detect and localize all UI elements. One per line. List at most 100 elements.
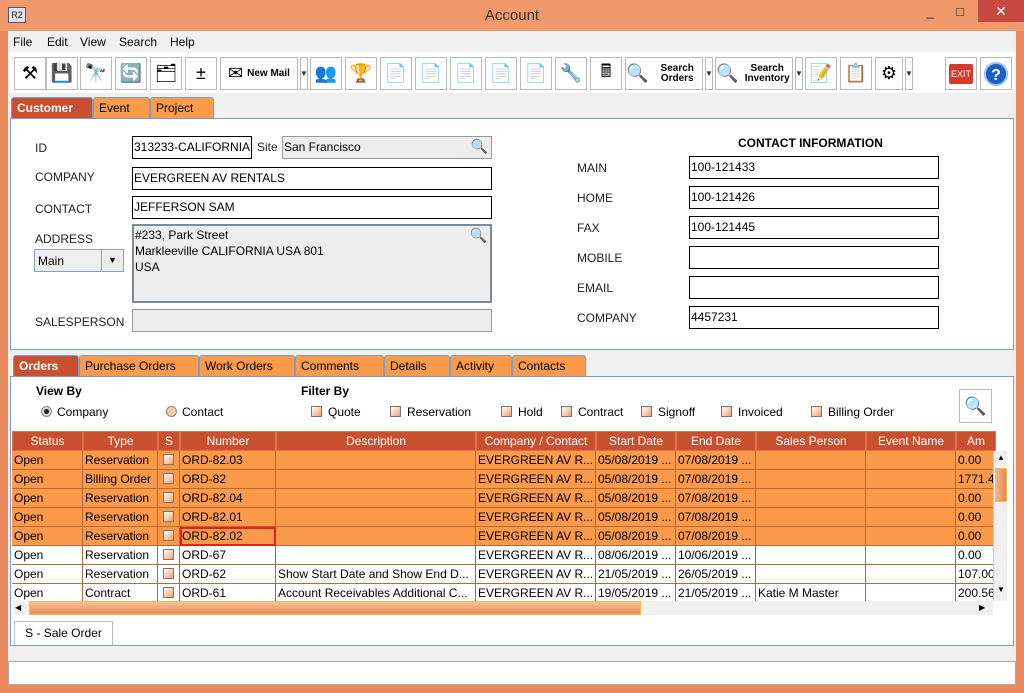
sale-order-legend-tab[interactable]: S - Sale Order (14, 621, 113, 645)
dropdown-arrow-icon[interactable]: ▼ (705, 57, 713, 90)
dropdown-arrow-icon[interactable]: ▼ (300, 57, 308, 90)
tab-project[interactable]: Project (150, 97, 214, 118)
company-field[interactable]: EVERGREEN AV RENTALS (132, 167, 492, 190)
sale-order-checkbox[interactable] (158, 527, 180, 546)
contact-email-field[interactable] (689, 276, 939, 299)
view-by-contact-radio[interactable]: Contact (166, 405, 223, 419)
tab-contacts[interactable]: Contacts (512, 355, 586, 376)
column-header-end-date[interactable]: End Date (676, 431, 756, 451)
new-doc-red-button[interactable]: 📄 (450, 57, 482, 90)
tab-activity[interactable]: Activity (450, 355, 512, 376)
search-filter-button[interactable]: 🔍 (959, 389, 992, 423)
tab-event[interactable]: Event (93, 97, 150, 118)
sale-order-checkbox[interactable] (158, 546, 180, 565)
exit-button[interactable]: EXIT (945, 57, 977, 90)
column-header-sales-person[interactable]: Sales Person (756, 431, 866, 451)
work-order-button[interactable]: 🔧 (555, 57, 587, 90)
help-button[interactable]: ? (980, 57, 1012, 90)
copy-docs-button[interactable]: 📋 (840, 57, 872, 90)
contact-company-field[interactable]: 4457231 (689, 306, 939, 329)
filter-contract-checkbox[interactable]: Contract (561, 405, 623, 419)
site-search-icon[interactable]: 🔍 (470, 138, 488, 154)
filter-invoiced-checkbox[interactable]: Invoiced (721, 405, 783, 419)
sale-order-checkbox[interactable] (158, 470, 180, 489)
filter-reservation-checkbox[interactable]: Reservation (390, 405, 471, 419)
sale-order-checkbox[interactable] (158, 489, 180, 508)
horizontal-scroll-thumb[interactable] (29, 601, 641, 615)
column-header-number[interactable]: Number (180, 431, 276, 451)
horizontal-scrollbar[interactable]: ◀ ▶ (13, 601, 993, 615)
add-remove-button[interactable]: ± (185, 57, 217, 90)
new-doc-purple-button[interactable]: 📄 (415, 57, 447, 90)
contact-main-field[interactable]: 100-121433 (689, 156, 939, 179)
tab-work-orders[interactable]: Work Orders (199, 355, 295, 376)
table-row[interactable]: Open Reservation ORD-82.02 EVERGREEN AV R..… (12, 527, 996, 546)
view-by-company-radio[interactable]: Company (41, 405, 108, 419)
tab-details[interactable]: Details (384, 355, 450, 376)
table-row[interactable]: Open Reservation ORD-82.04 EVERGREEN AV R..… (12, 489, 996, 508)
column-header-type[interactable]: Type (83, 431, 158, 451)
dropdown-arrow-icon[interactable]: ▼ (795, 57, 803, 90)
vertical-scrollbar[interactable]: ▲ ▼ (993, 451, 1007, 601)
table-row[interactable]: Open Reservation ORD-67 EVERGREEN AV R... 08… (12, 546, 996, 565)
menu-view[interactable]: View (80, 35, 106, 49)
minimize-button[interactable]: _ (926, 4, 934, 19)
contact-field[interactable]: JEFFERSON SAM (132, 196, 492, 219)
tab-comments[interactable]: Comments (295, 355, 384, 376)
salesperson-field[interactable] (132, 309, 492, 332)
new-doc-green-button[interactable]: 📄 (520, 57, 552, 90)
new-doc-yellow-button[interactable]: 📄 (380, 57, 412, 90)
site-field[interactable]: San Francisco 🔍 (282, 136, 492, 159)
table-row[interactable]: Open Reservation ORD-62 Show Start Date and… (12, 565, 996, 584)
cash-register-button[interactable]: 🖩 (590, 57, 622, 90)
menu-help[interactable]: Help (170, 35, 195, 49)
column-header-company-contact[interactable]: Company / Contact (476, 431, 596, 451)
refresh-button[interactable]: 🔄 (115, 57, 147, 90)
tab-orders[interactable]: Orders (13, 355, 79, 376)
save-button[interactable]: 💾 (46, 57, 78, 90)
find-button[interactable]: 🔭 (80, 57, 112, 90)
menu-edit[interactable]: Edit (47, 35, 68, 49)
search-orders-button[interactable]: 🔍 Search Orders (625, 57, 703, 90)
scroll-left-icon[interactable]: ◀ (15, 603, 22, 612)
table-row[interactable]: Open Billing Order ORD-82 EVERGREEN AV R...… (12, 470, 996, 489)
scroll-down-icon[interactable]: ▼ (997, 585, 1005, 594)
disabled-tool-button[interactable]: ⚙ (875, 57, 903, 90)
tab-purchase-orders[interactable]: Purchase Orders (79, 355, 199, 376)
table-row[interactable]: Open Reservation ORD-82.01 EVERGREEN AV R..… (12, 508, 996, 527)
hierarchy-button[interactable]: 🗂 (150, 57, 182, 90)
scroll-up-icon[interactable]: ▲ (997, 453, 1005, 462)
column-header-am[interactable]: Am (956, 431, 996, 451)
address-field[interactable]: #233, Park Street Markleeville CALIFORNI… (132, 224, 492, 303)
maximize-button[interactable]: □ (956, 4, 964, 19)
edit-tool-button[interactable]: ⚒ (14, 57, 46, 90)
filter-quote-checkbox[interactable]: Quote (311, 405, 361, 419)
address-type-select[interactable]: Main ▼ (34, 249, 124, 272)
address-search-icon[interactable]: 🔍 (469, 227, 487, 243)
search-inventory-button[interactable]: 🔍 Search Inventory (715, 57, 793, 90)
contact-fax-field[interactable]: 100-121445 (689, 216, 939, 239)
vertical-scroll-thumb[interactable] (995, 468, 1007, 502)
column-header-status[interactable]: Status (12, 431, 83, 451)
contacts-button[interactable]: 👥 (310, 57, 342, 90)
dropdown-arrow-icon[interactable]: ▼ (905, 57, 913, 90)
menu-file[interactable]: File (13, 35, 33, 49)
sale-order-checkbox[interactable] (158, 584, 180, 601)
scroll-right-icon[interactable]: ▶ (979, 603, 986, 612)
column-header-start-date[interactable]: Start Date (596, 431, 676, 451)
menu-search[interactable]: Search (119, 35, 158, 49)
contact-home-field[interactable]: 100-121426 (689, 186, 939, 209)
sale-order-checkbox[interactable] (158, 451, 180, 470)
table-row[interactable]: Open Reservation ORD-82.03 EVERGREEN AV R..… (12, 451, 996, 470)
filter-signoff-checkbox[interactable]: Signoff (641, 405, 695, 419)
document-button[interactable]: 📄 (485, 57, 517, 90)
new-mail-button[interactable]: ✉ New Mail (220, 57, 298, 90)
column-header-description[interactable]: Description (276, 431, 476, 451)
filter-hold-checkbox[interactable]: Hold (501, 405, 543, 419)
sale-order-checkbox[interactable] (158, 508, 180, 527)
id-field[interactable]: 313233-CALIFORNIA (132, 136, 252, 159)
sale-order-checkbox[interactable] (158, 565, 180, 584)
column-header-s[interactable]: S (158, 431, 180, 451)
award-button[interactable]: 🏆 (345, 57, 377, 90)
column-header-event-name[interactable]: Event Name (866, 431, 956, 451)
